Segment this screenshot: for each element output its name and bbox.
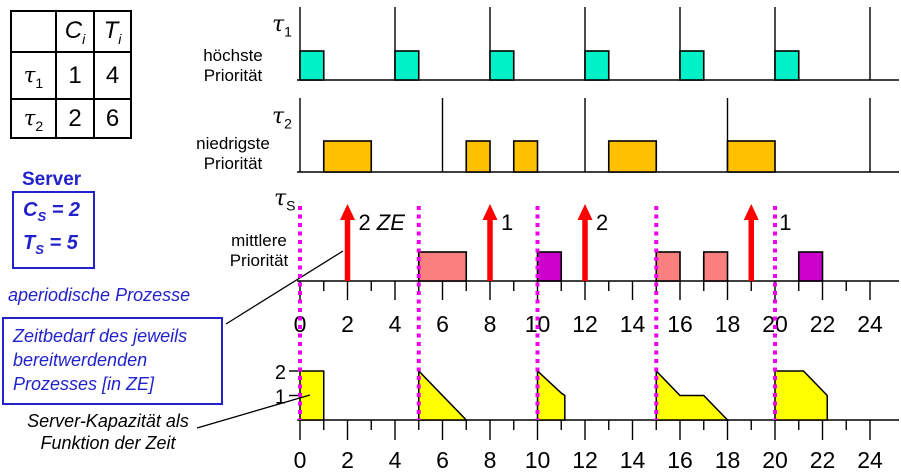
middle-axis-label: 2 — [341, 311, 354, 337]
bottom-axis-label: 6 — [436, 447, 449, 473]
tau2-exec-box — [322, 140, 373, 173]
aperiodic-arrival-arrowhead — [577, 204, 593, 220]
zeitbedarf-line2: bereitwerdenden — [13, 350, 148, 370]
bottom-axis-label: 16 — [667, 447, 693, 473]
bottom-axis-label: 22 — [810, 447, 836, 473]
table-tau2-c: 2 — [55, 98, 95, 139]
tau1-priority-label: höchste Priorität — [203, 46, 263, 85]
middle-axis-label: 10 — [525, 311, 551, 337]
table-tau2-name: τ2 — [10, 98, 57, 139]
tau1-exec-box — [489, 50, 515, 81]
tauS-row-label: τS — [274, 186, 296, 214]
zeitbedarf-pointer-line — [225, 250, 344, 325]
tau1-row-label: τ1 — [272, 12, 292, 40]
kapazitaet-line1: Server-Kapazität als — [27, 411, 189, 431]
tau1-exec-box — [584, 50, 610, 81]
middle-axis-label: 14 — [620, 311, 646, 337]
bottom-axis-label: 18 — [715, 447, 741, 473]
aperiodic-arrival-label: 2 — [596, 210, 608, 235]
zeitbedarf-note-box: Zeitbedarf des jeweils bereitwerdenden P… — [2, 317, 223, 405]
capacity-shape — [774, 370, 828, 421]
table-tau2-t: 6 — [93, 98, 132, 139]
tau1-exec-box — [679, 50, 705, 81]
zeitbedarf-line1: Zeitbedarf des jeweils — [13, 326, 188, 346]
server-title: Server — [22, 169, 82, 190]
aperiodic-arrival-arrowhead — [340, 204, 355, 220]
tauS-priority-label: mittlere Priorität — [229, 231, 289, 270]
server-exec-box — [536, 251, 563, 282]
table-tau1-c: 1 — [55, 51, 95, 100]
middle-axis-label: 16 — [667, 311, 693, 337]
table-tau1-t: 4 — [93, 51, 132, 100]
bottom-axis-label: 4 — [389, 447, 402, 473]
server-capacity-note: Server-Kapazität als Funktion der Zeit — [18, 410, 198, 454]
tau2-exec-box — [607, 140, 658, 173]
bottom-axis-label: 10 — [525, 447, 551, 473]
server-exec-box — [417, 251, 468, 282]
middle-axis-label: 20 — [762, 311, 788, 337]
server-exec-box — [655, 251, 681, 282]
bottom-axis-label: 0 — [294, 447, 307, 473]
aperiodic-arrival-arrowhead — [482, 204, 498, 220]
server-params-box: CS = 2 TS = 5 — [12, 191, 95, 269]
bottom-axis-label: 2 — [341, 447, 354, 473]
middle-axis-label: 22 — [810, 311, 836, 337]
bottom-axis-label: 20 — [762, 447, 788, 473]
kapazitaet-line2: Funktion der Zeit — [40, 433, 176, 453]
aperiodic-arrival-label: 1 — [501, 210, 513, 235]
server-ts-line: TS = 5 — [23, 232, 78, 257]
task-parameter-table: Ci Ti τ1 1 4 τ2 2 6 — [10, 10, 132, 139]
server-exec-box — [797, 251, 824, 282]
tau2-exec-box — [726, 140, 776, 173]
table-corner-cell — [10, 10, 57, 53]
middle-axis-label: 24 — [857, 311, 883, 337]
tau2-row-label: τ2 — [272, 104, 292, 132]
table-header-ti: Ti — [93, 10, 132, 53]
capacity-shape — [655, 369, 730, 421]
middle-axis-label: 0 — [294, 311, 307, 337]
tau2-exec-box — [465, 140, 491, 173]
server-exec-box — [702, 251, 729, 282]
table-header-ci: Ci — [55, 10, 95, 53]
server-cs-line: CS = 2 — [23, 199, 81, 224]
aperiodic-arrival-arrowhead — [743, 204, 759, 220]
bottom-axis-label: 14 — [620, 447, 646, 473]
tau1-exec-box — [299, 50, 325, 81]
middle-axis-label: 8 — [484, 311, 497, 337]
capacity-shape — [536, 369, 566, 421]
middle-axis-label: 18 — [715, 311, 741, 337]
capacity-shape — [299, 370, 325, 421]
aperiodic-processes-note: aperiodische Prozesse — [8, 285, 191, 305]
capacity-shape — [418, 369, 469, 421]
aperiodic-arrival-label: 1 — [779, 210, 791, 235]
aperiodic-arrival-label: 2 ZE — [359, 210, 406, 235]
middle-axis-label: 4 — [389, 311, 402, 337]
tau1-exec-box — [774, 50, 800, 81]
table-tau1-name: τ1 — [10, 51, 57, 100]
tau2-exec-box — [512, 140, 539, 173]
capacity-ylabel: 1 — [275, 387, 286, 409]
middle-axis-label: 6 — [436, 311, 449, 337]
zeitbedarf-line3: Prozesses [in ZE] — [13, 374, 155, 394]
middle-axis-label: 12 — [572, 311, 598, 337]
tau2-priority-label: niedrigste Priorität — [196, 134, 270, 173]
bottom-axis-label: 24 — [857, 447, 883, 473]
capacity-ylabel: 2 — [275, 362, 286, 384]
tau1-exec-box — [394, 50, 420, 81]
kapazitaet-pointer-line — [196, 394, 311, 429]
bottom-axis-label: 12 — [572, 447, 598, 473]
bottom-axis-label: 8 — [484, 447, 497, 473]
